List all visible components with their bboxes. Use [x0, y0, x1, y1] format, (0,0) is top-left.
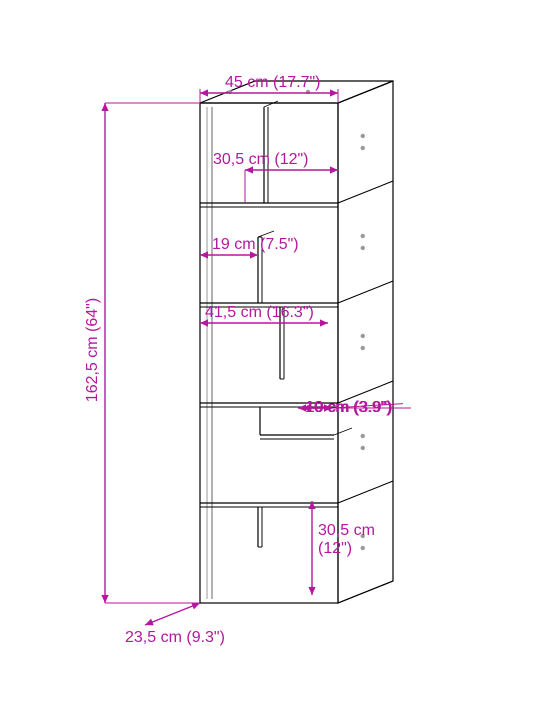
dim-inner-2: 19 cm (7.5") [212, 236, 299, 253]
dim-rightV-1: 30,5 cm [318, 522, 375, 539]
dim-inner-3: 41,5 cm (16.3") [205, 304, 314, 321]
dim-depth: 23,5 cm (9.3") [125, 629, 225, 646]
dim-width-top: 45 cm (17.7") [225, 74, 321, 91]
dim-rightV-2: (12") [318, 540, 352, 557]
dim-10cm: 10 cm (3.9") [305, 399, 392, 416]
dim-inner-1: 30,5 cm (12") [213, 151, 309, 168]
dim-height: 162,5 cm (64") [84, 298, 101, 402]
